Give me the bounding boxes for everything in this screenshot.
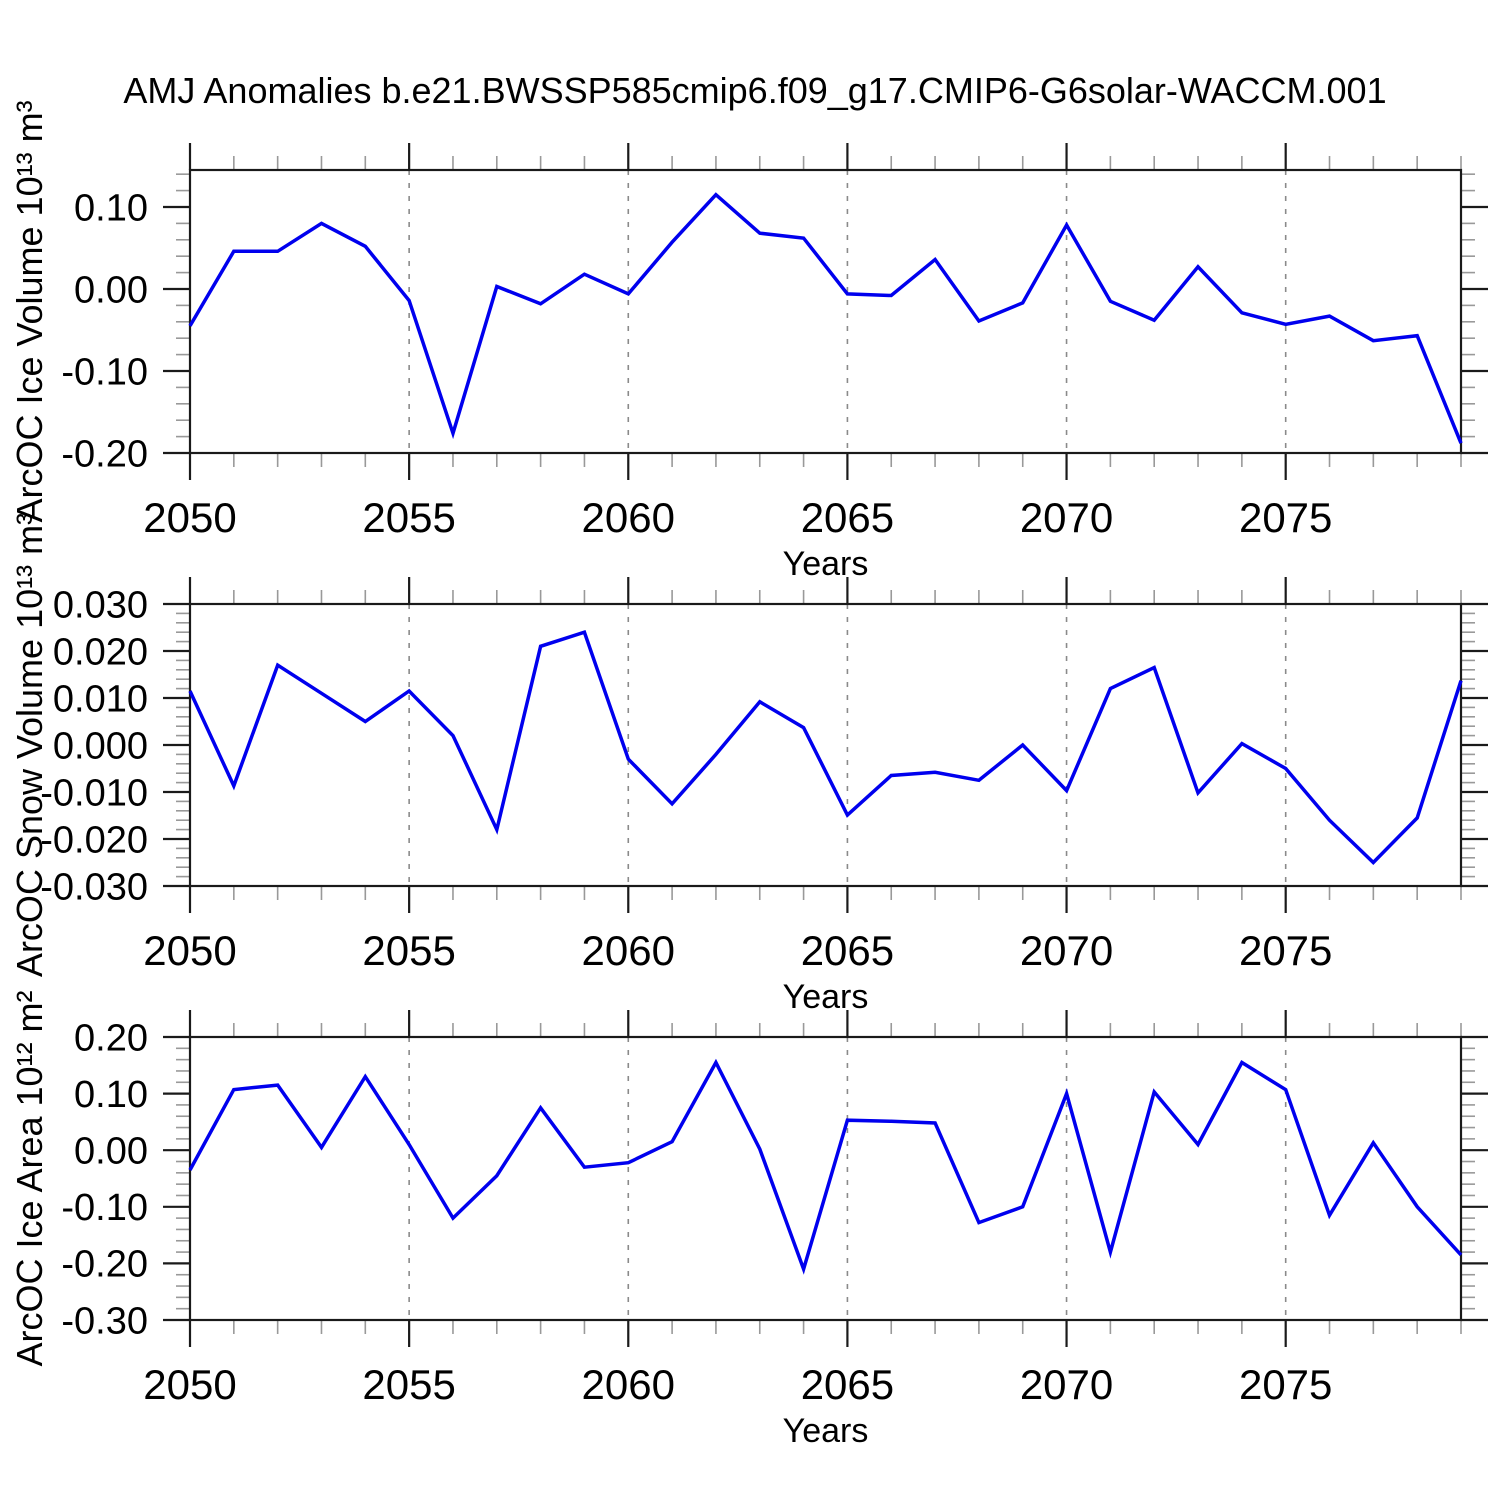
arcoc-ice-volume-chart: 0.10 0.00 -0.10 -0.20 2050 2055 2060 2065 2070 20… <box>9 100 1488 583</box>
arcoc-snow-volume-xaxis-title: Years <box>783 978 869 1016</box>
arcoc-ice-volume-yaxis-title: ArcOC Ice Volume 10¹³ m³ <box>9 100 50 522</box>
y-tick-label: -0.010 <box>40 772 148 814</box>
x-tick-label: 2050 <box>143 494 236 541</box>
x-tick-label: 2075 <box>1239 1361 1332 1408</box>
x-tick-label: 2075 <box>1239 494 1332 541</box>
y-tick-label: -0.10 <box>61 351 148 393</box>
y-tick-label: -0.30 <box>61 1300 148 1342</box>
y-tick-label: -0.20 <box>61 1244 148 1286</box>
y-tick-label: 0.20 <box>74 1017 148 1059</box>
y-tick-label: 0.030 <box>53 584 148 626</box>
x-tick-label: 2070 <box>1020 927 1113 974</box>
x-tick-label: 2075 <box>1239 927 1332 974</box>
x-tick-label: 2060 <box>582 1361 675 1408</box>
x-tick-label: 2065 <box>801 494 894 541</box>
arcoc-snow-volume-data-line <box>188 630 1463 865</box>
y-tick-label: -0.030 <box>40 866 148 908</box>
plot-frame <box>188 168 1463 455</box>
x-tick-label: 2065 <box>801 927 894 974</box>
x-tick-label: 2050 <box>143 927 236 974</box>
y-tick-label: -0.10 <box>61 1187 148 1229</box>
x-tick-label: 2065 <box>801 1361 894 1408</box>
figure-title: AMJ Anomalies b.e21.BWSSP585cmip6.f09_g1… <box>123 70 1386 111</box>
y-tick-label: -0.020 <box>40 819 148 861</box>
y-tick-label: 0.00 <box>74 269 148 311</box>
plot-frame <box>188 602 1463 888</box>
arcoc-snow-volume-yaxis-title: ArcOC Snow Volume 10¹³ m³ <box>9 513 50 977</box>
x-tick-label: 2060 <box>582 494 675 541</box>
x-tick-label: 2060 <box>582 927 675 974</box>
y-tick-label: 0.020 <box>53 631 148 673</box>
y-tick-label: 0.010 <box>53 678 148 720</box>
arcoc-ice-area-yaxis-title: ArcOC Ice Area 10¹² m² <box>9 990 50 1366</box>
x-tick-label: 2055 <box>362 494 455 541</box>
arcoc-snow-volume-chart: 0.030 0.020 0.010 0.000 -0.010 -0.020 -0.030 20… <box>9 513 1488 1016</box>
y-tick-label: 0.000 <box>53 725 148 767</box>
x-tick-label: 2050 <box>143 1361 236 1408</box>
x-tick-label: 2070 <box>1020 494 1113 541</box>
y-tick-label: 0.00 <box>74 1131 148 1173</box>
plot-frame <box>188 1035 1463 1322</box>
y-tick-label: 0.10 <box>74 187 148 229</box>
arcoc-ice-volume-xaxis-title: Years <box>783 545 869 583</box>
x-tick-label: 2055 <box>362 927 455 974</box>
arcoc-ice-area-xaxis-title: Years <box>783 1412 869 1450</box>
x-tick-label: 2070 <box>1020 1361 1113 1408</box>
y-tick-label: 0.10 <box>74 1074 148 1116</box>
x-tick-label: 2055 <box>362 1361 455 1408</box>
arcoc-ice-area-data-line <box>188 1058 1463 1275</box>
y-tick-label: -0.20 <box>61 433 148 475</box>
arcoc-ice-area-chart: 0.20 0.10 0.00 -0.10 -0.20 -0.30 2050 2055 2060 2… <box>9 990 1488 1450</box>
arcoc-ice-volume-data-line <box>188 192 1463 444</box>
